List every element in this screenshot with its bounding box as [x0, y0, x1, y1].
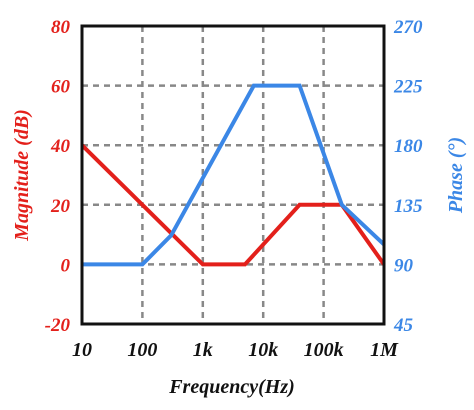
phase-line	[82, 86, 384, 265]
y-right-tick-label: 45	[393, 315, 414, 336]
y-axis-left-label: Magnitude (dB)	[11, 109, 33, 242]
plot-frame	[82, 26, 384, 324]
x-tick-label: 1M	[370, 339, 399, 361]
x-tick-label: 100	[127, 339, 157, 361]
y-left-tick-label: 40	[50, 136, 71, 157]
y-left-tick-label: 20	[50, 196, 71, 217]
ticks-layer: 10 100 1k 10k 100k 1M 80 60 40 20 0 -20 270 225 180 135…	[45, 17, 423, 361]
y-right-tick-label: 90	[394, 255, 414, 276]
x-axis-label: Frequency(Hz)	[168, 376, 295, 398]
series-layer	[82, 85, 385, 265]
y-left-tick-label: -20	[45, 315, 71, 336]
x-tick-label: 10k	[248, 339, 278, 361]
x-tick-label: 100k	[304, 339, 344, 361]
y-left-tick-label: 60	[51, 77, 71, 98]
y-axis-right-label: Phase (°)	[445, 137, 467, 214]
y-right-tick-label: 180	[394, 136, 423, 157]
grid-layer	[82, 26, 384, 324]
y-right-tick-label: 270	[393, 17, 423, 38]
y-right-tick-label: 135	[394, 196, 423, 217]
y-left-tick-label: 0	[61, 255, 71, 276]
x-tick-label: 10	[72, 339, 92, 361]
x-tick-label: 1k	[193, 339, 213, 361]
y-left-tick-label: 80	[51, 17, 71, 38]
y-right-tick-label: 225	[393, 77, 423, 98]
